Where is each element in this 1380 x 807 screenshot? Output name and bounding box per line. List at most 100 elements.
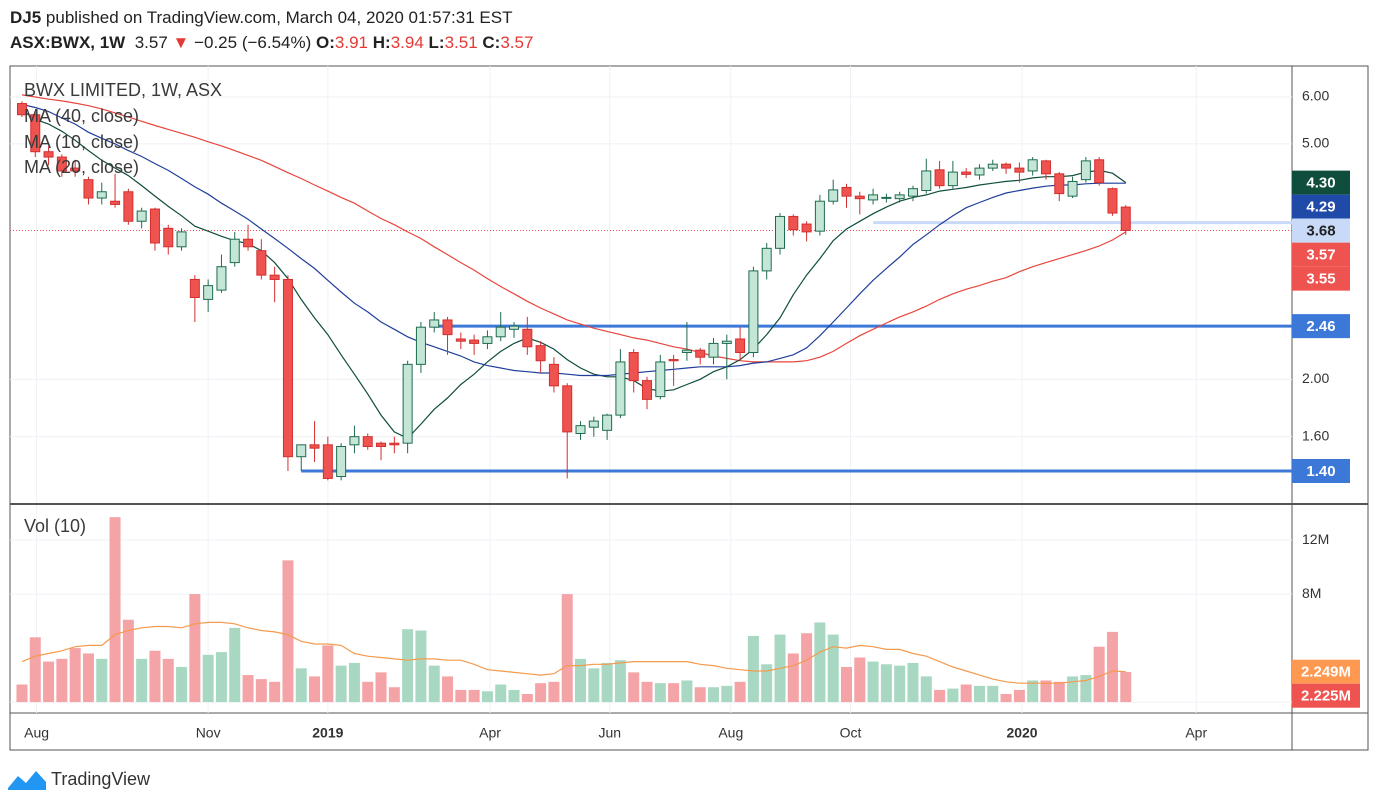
- volume-bar: [215, 652, 227, 703]
- candle-body: [1001, 163, 1012, 169]
- volume-bar: [708, 687, 720, 703]
- price-tag: [1292, 683, 1360, 708]
- volume-bar: [814, 622, 826, 703]
- candle-body: [1027, 159, 1038, 172]
- y-tick-label: 8M: [1302, 585, 1321, 601]
- volume-bar: [1067, 676, 1079, 703]
- candle-body: [761, 247, 772, 272]
- candle-body: [974, 167, 985, 176]
- volume-bar: [455, 689, 467, 703]
- volume-ma-line: [21, 621, 1126, 684]
- ohlc-value: 3.57: [500, 33, 534, 52]
- author: DJ5: [10, 8, 42, 27]
- volume-bar: [801, 633, 813, 703]
- candle-body: [588, 420, 599, 428]
- candle-body: [70, 167, 81, 172]
- candle-body: [907, 188, 918, 197]
- ohlc-label: C:: [482, 33, 501, 52]
- candle-body: [1040, 160, 1051, 175]
- volume-bar: [202, 654, 214, 703]
- volume-bar: [575, 658, 587, 703]
- candle-body: [30, 114, 41, 153]
- x-tick-label: Apr: [479, 725, 501, 741]
- volume-bar: [1093, 646, 1105, 703]
- candle-body: [1094, 159, 1105, 184]
- price-tag-label: 4.29: [1306, 199, 1335, 216]
- quote-line: ASX:BWX, 1W 3.57 ▼ −0.25 (−6.54%) O:3.91…: [10, 33, 533, 53]
- volume-bar: [734, 681, 746, 703]
- candle-body: [362, 436, 373, 447]
- volume-bar: [109, 517, 121, 703]
- header-line: DJ5 published on TradingView.com, March …: [10, 8, 512, 28]
- volume-bar: [495, 684, 507, 703]
- volume-bar: [415, 630, 427, 703]
- volume-bar: [388, 687, 400, 703]
- ohlc: O:3.91 H:3.94 L:3.51 C:3.57: [316, 33, 533, 52]
- candle-body: [814, 200, 825, 232]
- candle-body: [1054, 173, 1065, 195]
- volume-bar: [96, 658, 108, 703]
- volume-bar: [827, 634, 839, 703]
- candle-body: [1107, 188, 1118, 214]
- volume-bar: [176, 666, 188, 703]
- candle-body: [735, 338, 746, 354]
- symbol: ASX:BWX, 1W: [10, 33, 126, 52]
- price-tag-label: 2.249M: [1301, 664, 1351, 681]
- volume-bar: [242, 675, 254, 703]
- volume-bar: [1080, 675, 1092, 703]
- candle-body: [56, 156, 67, 172]
- candle-body: [548, 363, 559, 387]
- candle-body: [43, 151, 54, 158]
- candle-body: [1120, 206, 1131, 231]
- candle-body: [495, 326, 506, 338]
- candle-body: [349, 436, 360, 446]
- volume-bar: [295, 668, 307, 703]
- volume-bar: [840, 666, 852, 703]
- candle-body: [681, 349, 692, 354]
- candle-body: [655, 361, 666, 398]
- candle-body: [389, 442, 400, 446]
- x-tick-label: Aug: [718, 725, 743, 741]
- candle-body: [176, 231, 187, 248]
- candle-body: [788, 215, 799, 231]
- candle-body: [721, 340, 732, 344]
- candle-body: [455, 338, 466, 342]
- volume-bar: [269, 681, 281, 703]
- legend-ma: MA (40, close): [24, 106, 139, 126]
- candle-body: [642, 380, 653, 400]
- volume-bar: [721, 685, 733, 703]
- volume-bar: [787, 653, 799, 703]
- ohlc-value: 3.91: [334, 33, 368, 52]
- price-tag-label: 3.57: [1306, 247, 1335, 264]
- candle-body: [801, 223, 812, 233]
- volume-bar: [681, 680, 693, 703]
- price-tag-label: 2.225M: [1301, 688, 1351, 705]
- price-tag: [1292, 242, 1350, 267]
- ma-line: [21, 103, 1126, 377]
- price-tag: [1292, 314, 1350, 339]
- candle-body: [296, 444, 307, 458]
- candle-body: [469, 339, 480, 344]
- price-tag-label: 3.68: [1306, 223, 1335, 240]
- candle-body: [934, 169, 945, 187]
- volume-bar: [1106, 631, 1118, 703]
- volume-bar: [1000, 693, 1012, 703]
- candle-body: [987, 163, 998, 169]
- volume-bar: [548, 681, 560, 703]
- candle-body: [482, 336, 493, 344]
- candle-body: [415, 326, 426, 365]
- candle-body: [854, 195, 865, 200]
- volume-bar: [122, 619, 134, 703]
- ma-line: [21, 109, 1127, 440]
- price-tag: [1292, 170, 1350, 195]
- volume-bar: [934, 689, 946, 703]
- volume-bar: [588, 668, 600, 703]
- price-tag-label: 1.40: [1306, 463, 1335, 480]
- frame: [9, 65, 1369, 751]
- candle-body: [748, 270, 759, 354]
- volume-bar: [1040, 680, 1052, 703]
- volume-bar: [987, 685, 999, 703]
- x-tick-label: 2019: [312, 725, 343, 741]
- candle-body: [841, 186, 852, 197]
